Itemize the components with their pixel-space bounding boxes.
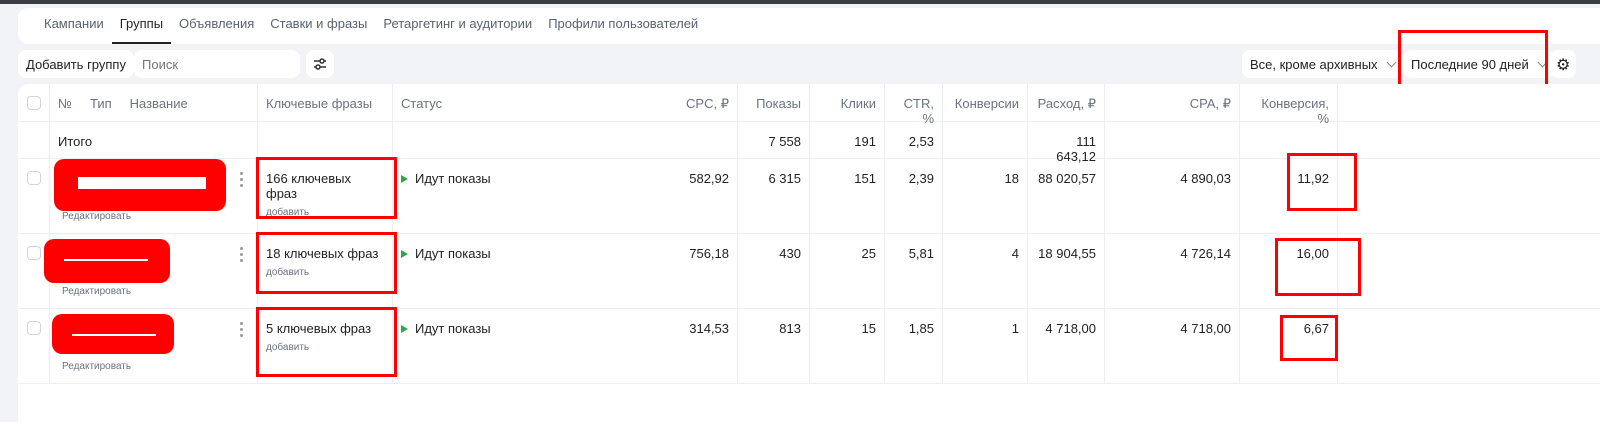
cell-ctr: 1,85 bbox=[885, 309, 943, 383]
status-filter-value: Все, кроме архивных bbox=[1250, 57, 1378, 72]
cell-clicks: 25 bbox=[810, 234, 885, 308]
cell-clicks: 15 bbox=[810, 309, 885, 383]
tab-ads[interactable]: Объявления bbox=[179, 16, 255, 31]
tab-retargeting[interactable]: Ретаргетинг и аудитории bbox=[383, 16, 533, 31]
select-all-checkbox[interactable] bbox=[27, 96, 41, 110]
add-keywords-link[interactable]: добавить bbox=[266, 207, 310, 218]
cell-cpc: 314,53 bbox=[638, 309, 738, 383]
cell-ctr: 2,39 bbox=[885, 159, 943, 233]
table-header: № Тип Название Ключевые фразы Статус CPC, … bbox=[18, 84, 1600, 126]
table-row[interactable]: Редактировать 5 ключевых фраз добавить Ид… bbox=[18, 309, 1600, 384]
annotation-box bbox=[1280, 315, 1338, 361]
row-menu-icon[interactable] bbox=[238, 247, 244, 262]
cell-cpa: 4 890,03 bbox=[1105, 159, 1240, 233]
row-checkbox[interactable] bbox=[27, 246, 41, 260]
cell-cpa: 4 718,00 bbox=[1105, 309, 1240, 383]
table-row[interactable]: Редактировать 18 ключевых фраз добавить И… bbox=[18, 234, 1600, 309]
edit-link[interactable]: Редактировать bbox=[62, 211, 132, 222]
cell-cpc: 582,92 bbox=[638, 159, 738, 233]
status-text: Идут показы bbox=[415, 321, 491, 336]
edit-link[interactable]: Редактировать bbox=[62, 361, 132, 372]
row-checkbox[interactable] bbox=[27, 321, 41, 335]
add-keywords-link[interactable]: добавить bbox=[266, 342, 310, 353]
tab-groups[interactable]: Группы bbox=[111, 8, 172, 44]
cell-conversion-rate: 11,92 bbox=[1240, 159, 1338, 233]
col-spend[interactable]: Расход, ₽ bbox=[1028, 84, 1105, 121]
tab-campaigns[interactable]: Кампании bbox=[44, 16, 104, 31]
tab-user-profiles[interactable]: Профили пользователей bbox=[548, 16, 699, 31]
filter-settings-button[interactable] bbox=[306, 50, 334, 78]
annotation-box bbox=[256, 157, 397, 219]
cell-clicks: 151 bbox=[810, 159, 885, 233]
groups-table: № Тип Название Ключевые фразы Статус CPC, … bbox=[18, 84, 1600, 422]
table-row[interactable]: Редактировать 166 ключевых фраз добавить … bbox=[18, 159, 1600, 234]
cell-conversion-rate: 16,00 bbox=[1240, 234, 1338, 308]
total-spend: 111 643,12 bbox=[1028, 122, 1105, 164]
total-label: Итого bbox=[50, 122, 258, 158]
cell-cpa: 4 726,14 bbox=[1105, 234, 1240, 308]
period-value: Последние 90 дней bbox=[1411, 57, 1529, 72]
annotation-box bbox=[256, 232, 397, 294]
total-row: Итого 7 558 191 2,53 111 643,12 bbox=[18, 122, 1600, 164]
redaction-mark bbox=[44, 239, 170, 283]
add-group-button[interactable]: Добавить группу bbox=[18, 50, 134, 78]
annotation-box bbox=[1275, 238, 1361, 296]
cell-shows: 813 bbox=[738, 309, 810, 383]
row-checkbox[interactable] bbox=[27, 171, 41, 185]
cell-shows: 6 315 bbox=[738, 159, 810, 233]
status-text: Идут показы bbox=[415, 171, 491, 186]
tab-bids[interactable]: Ставки и фразы bbox=[270, 16, 368, 31]
status-filter-dropdown[interactable]: Все, кроме архивных bbox=[1242, 50, 1403, 78]
row-menu-icon[interactable] bbox=[238, 322, 244, 337]
edit-link[interactable]: Редактировать bbox=[62, 286, 132, 297]
col-status[interactable]: Статус bbox=[401, 96, 443, 111]
keywords-link[interactable]: 5 ключевых фраз bbox=[266, 321, 372, 336]
cell-conversions: 1 bbox=[943, 309, 1028, 383]
total-ctr: 2,53 bbox=[885, 122, 943, 158]
table-settings-button[interactable]: ⚙ bbox=[1550, 50, 1577, 78]
period-dropdown[interactable]: Последние 90 дней bbox=[1403, 50, 1554, 78]
keywords-link[interactable]: 166 ключевых фраз bbox=[266, 171, 351, 201]
total-clicks: 191 bbox=[810, 122, 885, 158]
cell-conversions: 4 bbox=[943, 234, 1028, 308]
play-icon bbox=[401, 175, 408, 183]
window-top-bar bbox=[0, 0, 1600, 4]
chevron-down-icon bbox=[1386, 57, 1397, 68]
col-num[interactable]: № bbox=[58, 96, 72, 111]
col-type[interactable]: Тип bbox=[89, 96, 112, 111]
cell-spend: 18 904,55 bbox=[1028, 234, 1105, 308]
status-text: Идут показы bbox=[415, 246, 491, 261]
col-name[interactable]: Название bbox=[129, 96, 188, 111]
row-menu-icon[interactable] bbox=[238, 172, 244, 187]
add-keywords-link[interactable]: добавить bbox=[266, 267, 310, 278]
keywords-link[interactable]: 18 ключевых фраз bbox=[266, 246, 379, 261]
search-input[interactable] bbox=[134, 50, 300, 78]
cell-conversions: 18 bbox=[943, 159, 1028, 233]
col-cpc[interactable]: CPC, ₽ bbox=[638, 84, 738, 121]
sliders-icon bbox=[314, 58, 326, 70]
col-conversion-rate[interactable]: Конверсия, % bbox=[1240, 84, 1338, 126]
cell-shows: 430 bbox=[738, 234, 810, 308]
play-icon bbox=[401, 250, 408, 258]
col-shows[interactable]: Показы bbox=[738, 84, 810, 121]
gear-icon: ⚙ bbox=[1556, 57, 1571, 74]
col-clicks[interactable]: Клики bbox=[810, 84, 885, 121]
cell-cpc: 756,18 bbox=[638, 234, 738, 308]
toolbar: Добавить группу Все, кроме архивных Посл… bbox=[18, 50, 1600, 78]
total-shows: 7 558 bbox=[738, 122, 810, 158]
redaction-mark bbox=[52, 314, 174, 354]
cell-ctr: 5,81 bbox=[885, 234, 943, 308]
cell-spend: 4 718,00 bbox=[1028, 309, 1105, 383]
play-icon bbox=[401, 325, 408, 333]
col-keywords[interactable]: Ключевые фразы bbox=[258, 84, 393, 121]
col-cpa[interactable]: CPA, ₽ bbox=[1105, 84, 1240, 121]
annotation-box bbox=[256, 307, 397, 377]
annotation-box bbox=[1287, 153, 1357, 211]
col-conversions[interactable]: Конверсии bbox=[943, 84, 1028, 121]
tabs-bar: Кампании Группы Объявления Ставки и фраз… bbox=[18, 8, 1600, 44]
redaction-mark bbox=[54, 159, 226, 211]
cell-spend: 88 020,57 bbox=[1028, 159, 1105, 233]
col-ctr[interactable]: CTR, % bbox=[885, 84, 943, 126]
